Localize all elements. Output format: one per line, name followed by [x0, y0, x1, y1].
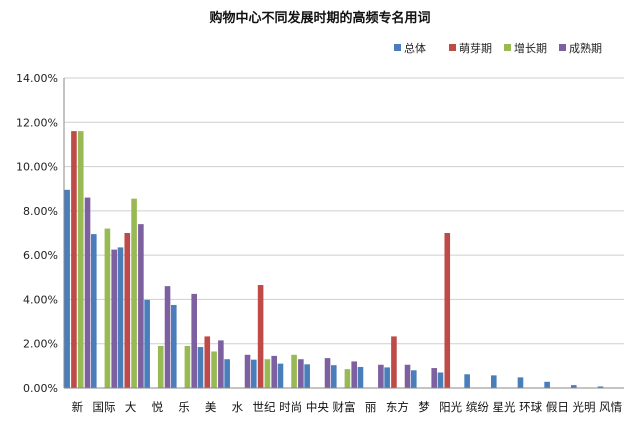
- bars: [64, 131, 604, 388]
- x-tick-label: 缤纷: [466, 400, 489, 414]
- y-tick-label: 8.00%: [23, 205, 58, 218]
- bar-成熟期-财富: [351, 361, 357, 388]
- bar-总体-星光: [491, 375, 497, 388]
- bar-成熟期-梦: [431, 368, 437, 388]
- bar-总体-缤纷: [464, 374, 470, 388]
- gridlines: [64, 77, 624, 345]
- y-tick-label: 14.00%: [16, 72, 58, 85]
- bar-萌芽期-东方: [391, 336, 397, 388]
- bar-增长期-新: [77, 131, 84, 388]
- x-tick-label: 新: [72, 400, 84, 414]
- bar-增长期-乐: [184, 345, 191, 388]
- bar-成熟期-美: [218, 340, 224, 388]
- bar-总体-世纪: [251, 359, 257, 388]
- x-tick-label: 乐: [178, 400, 190, 414]
- bar-总体-光明: [571, 385, 577, 388]
- bar-总体-东方: [384, 367, 390, 388]
- x-tick-label: 财富: [333, 400, 356, 414]
- bar-总体-国际: [91, 234, 97, 388]
- legend-swatch: [504, 44, 511, 51]
- bar-总体-丽: [357, 366, 364, 388]
- legend-swatch: [559, 44, 566, 51]
- y-axis-ticks: 0.00% 2.00% 4.00% 6.00% 8.00% 10.00% 12.00% 14.…: [16, 72, 58, 395]
- y-tick-label: 12.00%: [16, 116, 58, 129]
- x-tick-label: 中央: [306, 400, 329, 414]
- bar-总体-水: [224, 359, 230, 388]
- x-tick-label: 世纪: [253, 400, 276, 414]
- bar-总体-乐: [171, 304, 177, 388]
- bar-总体-大: [117, 247, 124, 388]
- legend: 总体 萌芽期 增长期 成熟期: [394, 41, 602, 55]
- bar-成熟期-国际: [111, 249, 117, 388]
- bar-总体-悦: [144, 299, 150, 388]
- bar-增长期-悦: [157, 345, 164, 388]
- bar-成熟期-中央: [324, 358, 331, 388]
- y-tick-label: 2.00%: [23, 338, 58, 351]
- x-tick-label: 风情: [599, 400, 622, 414]
- bar-萌芽期-大: [124, 233, 131, 388]
- x-tick-label: 环球: [519, 400, 542, 414]
- bar-总体-风情: [597, 386, 604, 388]
- bar-萌芽期-阳光: [444, 233, 451, 388]
- bar-总体-环球: [517, 377, 524, 388]
- x-tick-label: 光明: [573, 400, 596, 414]
- bar-增长期-时尚: [291, 354, 297, 388]
- bar-增长期-美: [211, 351, 217, 388]
- bar-总体-中央: [304, 364, 310, 388]
- chart-title: 购物中心不同发展时期的高频专名用词: [209, 10, 430, 26]
- bar-成熟期-乐: [191, 293, 197, 388]
- bar-增长期-世纪: [264, 359, 271, 388]
- x-tick-label: 国际: [93, 400, 116, 414]
- legend-label: 增长期: [514, 41, 547, 55]
- bar-总体-时尚: [277, 363, 284, 388]
- bar-增长期-财富: [344, 369, 351, 388]
- y-tick-label: 10.00%: [16, 161, 58, 174]
- bar-成熟期-世纪: [271, 355, 277, 388]
- x-axis-labels: 新国际大 悦乐 美 水世纪 时尚 中央 财富丽东方梦阳光 缤纷 星光 环球 假日 光明 风情: [72, 400, 623, 414]
- x-tick-label: 水: [232, 400, 244, 414]
- bar-总体-假日: [544, 381, 550, 388]
- bar-成熟期-大: [138, 224, 144, 388]
- bar-成熟期-丽: [378, 364, 384, 388]
- bar-总体-新: [64, 189, 70, 388]
- bar-成熟期-水: [244, 354, 251, 388]
- x-tick-label: 东方: [386, 400, 409, 414]
- legend-label: 成熟期: [569, 41, 602, 55]
- y-tick-label: 0.00%: [23, 382, 58, 395]
- x-tick-label: 梦: [418, 400, 430, 414]
- x-tick-label: 悦: [152, 400, 164, 414]
- bar-总体-梦: [411, 370, 417, 388]
- bar-萌芽期-新: [71, 131, 77, 388]
- bar-成熟期-时尚: [298, 359, 304, 388]
- x-tick-label: 美: [205, 400, 217, 414]
- bar-萌芽期-世纪: [257, 285, 264, 388]
- legend-label: 萌芽期: [459, 41, 492, 55]
- bar-总体-财富: [331, 365, 337, 388]
- x-tick-label: 阳光: [439, 400, 462, 414]
- bar-增长期-国际: [104, 228, 111, 388]
- legend-swatch: [394, 44, 401, 51]
- x-tick-label: 时尚: [279, 400, 302, 414]
- x-tick-label: 丽: [365, 400, 377, 414]
- bar-成熟期-悦: [164, 286, 171, 388]
- x-tick-label: 假日: [546, 400, 569, 414]
- bar-成熟期-新: [84, 197, 91, 388]
- bar-总体-美: [197, 347, 204, 388]
- y-tick-label: 6.00%: [23, 249, 58, 262]
- bar-成熟期-东方: [404, 364, 411, 388]
- y-tick-label: 4.00%: [23, 293, 58, 306]
- bar-增长期-大: [131, 198, 137, 388]
- x-tick-label: 大: [125, 400, 137, 414]
- bar-萌芽期-美: [204, 336, 211, 388]
- bar-总体-阳光: [437, 372, 444, 388]
- legend-swatch: [449, 44, 456, 51]
- x-tick-label: 星光: [493, 400, 516, 414]
- legend-label: 总体: [404, 41, 426, 55]
